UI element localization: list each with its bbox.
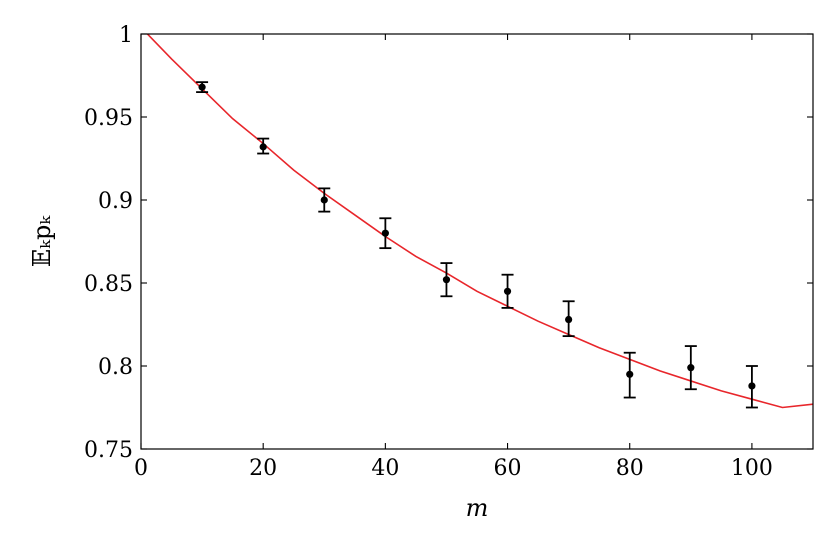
x-tick-label: 80 [616, 456, 644, 481]
y-tick-label: 0.75 [84, 438, 133, 463]
point-marker [626, 370, 634, 378]
fit-curve-layer [146, 34, 813, 409]
data-point [196, 81, 209, 93]
data-point [684, 345, 697, 391]
plot-frame [140, 33, 814, 450]
y-tick-label: 0.8 [98, 355, 133, 380]
data-point [501, 273, 514, 309]
data-point [623, 351, 636, 399]
y-tick-label: 0.85 [84, 272, 133, 297]
point-marker [320, 196, 328, 204]
y-tick-label: 0.95 [84, 106, 133, 131]
x-tick-label: 60 [494, 456, 522, 481]
point-marker [381, 229, 389, 237]
x-tick-label: 0 [134, 456, 148, 481]
point-marker [565, 315, 573, 324]
data-points-layer [196, 81, 758, 409]
x-tick-label: 20 [249, 456, 277, 481]
y-tick-label: 0.9 [98, 189, 133, 214]
data-point [318, 187, 331, 213]
x-axis-label: m [466, 494, 489, 522]
data-point [379, 217, 392, 250]
ticks-layer: 0 20 40 60 80 100 0.75 0.8 0.85 0.9 0.95 1 [84, 23, 813, 481]
data-point [745, 365, 758, 409]
data-point [257, 137, 270, 155]
x-tick-label: 100 [731, 456, 773, 481]
point-marker [748, 382, 756, 390]
point-marker [687, 364, 695, 372]
fit-curve [146, 34, 813, 409]
point-marker [259, 143, 267, 151]
data-point [562, 300, 575, 338]
x-tick-label: 40 [371, 456, 399, 481]
point-marker [198, 83, 206, 91]
y-tick-label: 1 [119, 23, 133, 48]
y-axis-label: 𝔼ₖpₖ [28, 215, 56, 267]
point-marker [442, 276, 451, 284]
point-marker [503, 287, 512, 295]
data-point [440, 262, 453, 298]
